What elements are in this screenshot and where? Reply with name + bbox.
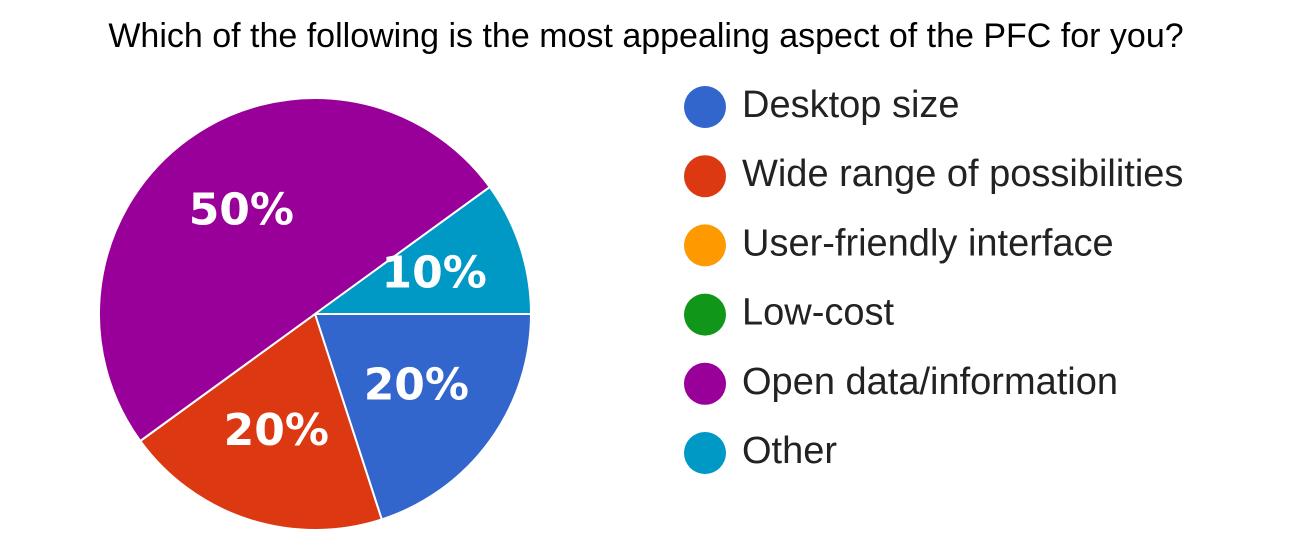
legend-swatch — [684, 362, 726, 405]
data-label: 50% — [189, 185, 294, 236]
legend-swatch — [684, 432, 726, 474]
pie-slice — [313, 313, 533, 521]
legend-label: Desktop size — [742, 84, 960, 126]
data-label: 20% — [364, 360, 469, 411]
legend-label: Wide range of possibilities — [742, 153, 1183, 195]
legend-label: Low-cost — [742, 292, 894, 334]
legend-label: Open data/information — [742, 361, 1118, 403]
pie-slice — [311, 185, 533, 315]
pie-slice — [138, 312, 384, 531]
pie-slice — [98, 97, 492, 443]
legend-label: User-friendly interface — [742, 222, 1114, 264]
legend-swatch — [684, 293, 726, 336]
data-label: 20% — [224, 405, 329, 456]
legend-swatch — [684, 224, 726, 267]
legend-label: Other — [742, 430, 837, 472]
legend-swatch — [684, 155, 726, 198]
data-label: 10% — [381, 247, 486, 298]
legend-swatch — [684, 86, 726, 128]
chart-title: Which of the following is the most appea… — [108, 17, 1183, 55]
